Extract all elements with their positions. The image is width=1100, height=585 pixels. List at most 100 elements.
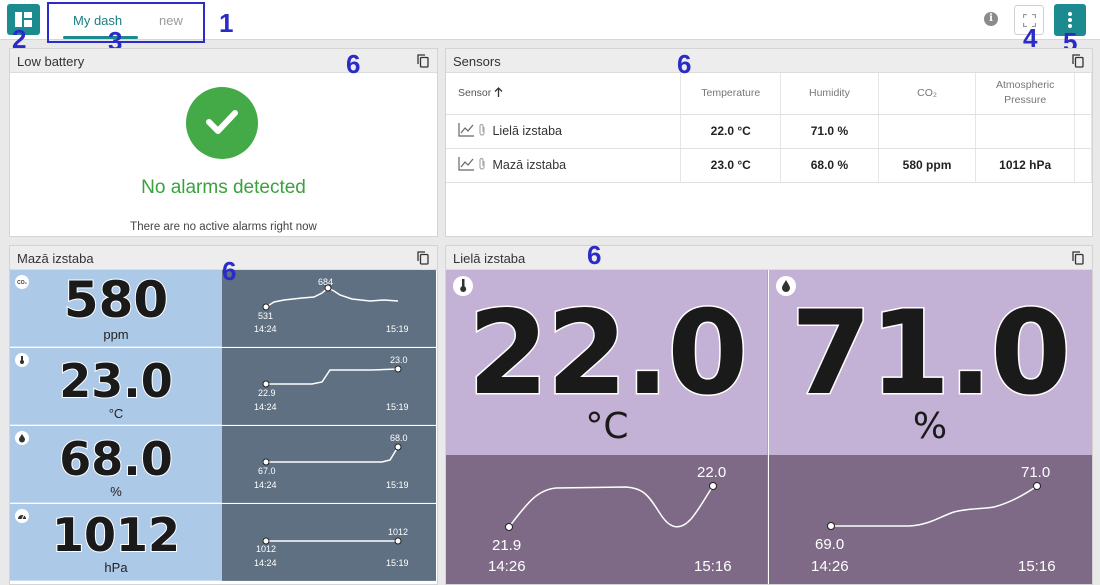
temperature-chart-cell[interactable]: 21.9 22.0 14:26 15:16 (446, 455, 768, 584)
tab-my-dash[interactable]: My dash (73, 13, 123, 28)
column-header-pressure[interactable]: Atmospheric Pressure (975, 73, 1076, 115)
column-header-sensor[interactable]: Sensor (446, 73, 682, 115)
no-alarms-subtext: There are no active alarms right now (130, 221, 317, 233)
fullscreen-icon (1023, 14, 1036, 27)
metric-value-cell: 68.0 % (10, 426, 222, 503)
top-bar: My dash new i (0, 0, 1100, 43)
svg-text:21.9: 21.9 (492, 537, 521, 554)
metric-value: 580 (63, 271, 169, 329)
panel-title: Mazā izstaba (17, 251, 94, 266)
paperclip-icon[interactable] (478, 123, 486, 137)
humidity-chart-cell[interactable]: 69.0 71.0 14:26 15:16 (769, 455, 1092, 584)
svg-text:67.0: 67.0 (258, 466, 276, 476)
svg-text:14:24: 14:24 (254, 558, 277, 568)
panel-header: Mazā izstaba (10, 246, 437, 270)
humidity-cell: 71.0 % (780, 114, 879, 149)
low-battery-panel: Low battery No alarms detected There are… (9, 48, 438, 237)
svg-text:15:16: 15:16 (694, 558, 732, 575)
callout-6: 6 (587, 240, 602, 270)
chart-line-icon[interactable] (458, 122, 475, 137)
metric-value-cell: 1012 hPa (10, 504, 222, 581)
metric-row-co2: CO₂ 580 ppm 531 684 14:24 15:19 (10, 270, 436, 347)
panel-title: Sensors (453, 54, 501, 69)
metric-chart-cell[interactable]: 22.9 23.0 14:24 15:19 (222, 348, 436, 425)
metric-unit: hPa (104, 560, 128, 575)
fullscreen-button[interactable] (1014, 5, 1044, 35)
column-header-temperature[interactable]: Temperature (680, 73, 782, 115)
metric-value-cell: 23.0 °C (10, 348, 222, 425)
panel-title: Low battery (17, 54, 85, 69)
paperclip-icon[interactable] (478, 157, 486, 171)
copy-icon[interactable] (1072, 251, 1084, 265)
sensor-name-cell: Mazā izstaba (446, 148, 682, 183)
callout-2: 2 (12, 24, 27, 54)
column-header-extra (1074, 73, 1092, 115)
svg-text:684: 684 (318, 277, 333, 287)
thermometer-icon (453, 276, 473, 296)
svg-text:68.0: 68.0 (390, 433, 408, 443)
metric-value: 1012 (51, 508, 181, 562)
more-dot (1068, 12, 1072, 16)
callout-1: 1 (219, 8, 234, 38)
svg-text:69.0: 69.0 (815, 536, 844, 553)
svg-text:531: 531 (258, 311, 273, 321)
metric-chart-cell[interactable]: 531 684 14:24 15:19 (222, 270, 436, 347)
callout-3: 3 (108, 26, 123, 56)
panel-header: Low battery (10, 49, 437, 73)
metric-chart-cell[interactable]: 67.0 68.0 14:24 15:19 (222, 426, 436, 503)
extra-cell (1074, 148, 1092, 183)
liela-izstaba-panel: Lielā izstaba 22.0 °C 21.9 22.0 14:26 15… (445, 245, 1093, 585)
panel-header: Sensors (446, 49, 1092, 73)
sensor-name: Lielā izstaba (492, 123, 562, 138)
copy-icon[interactable] (417, 54, 429, 68)
svg-text:15:19: 15:19 (386, 324, 409, 334)
svg-text:14:24: 14:24 (254, 402, 277, 412)
copy-icon[interactable] (417, 251, 429, 265)
co2-cell: 580 ppm (878, 148, 977, 183)
table-row[interactable]: Lielā izstaba 22.0 °C 71.0 % (446, 114, 1092, 149)
maza-izstaba-panel: Mazā izstaba CO₂ 580 ppm 531 684 14:24 1… (9, 245, 438, 585)
more-dot (1068, 24, 1072, 28)
svg-text:CO₂: CO₂ (17, 280, 27, 286)
metric-value: 68.0 (58, 432, 174, 486)
thermometer-icon (15, 353, 29, 367)
dashboard-tabs: My dash new (47, 2, 205, 43)
active-tab-indicator (63, 36, 138, 39)
metric-chart-cell[interactable]: 1012 1012 14:24 15:19 (222, 504, 436, 581)
column-header-humidity[interactable]: Humidity (780, 73, 879, 115)
sensor-name: Mazā izstaba (492, 157, 567, 172)
svg-text:1012: 1012 (388, 527, 408, 537)
pressure-cell: 1012 hPa (975, 148, 1076, 183)
metric-unit: ppm (103, 327, 129, 342)
temperature-value-cell: 22.0 °C (446, 270, 768, 455)
callout-4: 4 (1023, 23, 1038, 53)
chart-line-icon[interactable] (458, 156, 475, 171)
tab-new[interactable]: new (159, 13, 183, 28)
panel-title: Lielā izstaba (453, 251, 526, 266)
metric-value: 71.0 (789, 286, 1072, 421)
co2-cell (878, 114, 977, 149)
dashboards-menu-button[interactable] (7, 4, 40, 35)
metric-row-humidity: 68.0 % 67.0 68.0 14:24 15:19 (10, 426, 436, 503)
svg-text:15:19: 15:19 (386, 402, 409, 412)
svg-text:14:26: 14:26 (488, 558, 526, 575)
metric-value-cell: CO₂ 580 ppm (10, 270, 222, 347)
metric-value: 22.0 (466, 286, 749, 421)
svg-text:23.0: 23.0 (390, 355, 408, 365)
humidity-cell: 68.0 % (780, 148, 879, 183)
temperature-chart: 21.9 22.0 14:26 15:16 (488, 464, 732, 575)
metric-unit: % (912, 406, 948, 447)
more-options-button[interactable] (1054, 4, 1086, 36)
row-icons (458, 156, 486, 174)
svg-text:71.0: 71.0 (1021, 464, 1050, 481)
copy-icon[interactable] (1072, 54, 1084, 68)
metric-unit: °C (585, 406, 629, 447)
callout-6: 6 (222, 256, 237, 286)
column-header-co2[interactable]: CO₂ (878, 73, 977, 115)
table-row[interactable]: Mazā izstaba 23.0 °C 68.0 % 580 ppm 1012… (446, 148, 1092, 183)
no-alarms-status: No alarms detected (141, 177, 306, 198)
pressure-icon (15, 509, 29, 523)
info-icon[interactable]: i (984, 12, 998, 26)
callout-6: 6 (346, 49, 361, 79)
svg-text:15:19: 15:19 (386, 558, 409, 568)
